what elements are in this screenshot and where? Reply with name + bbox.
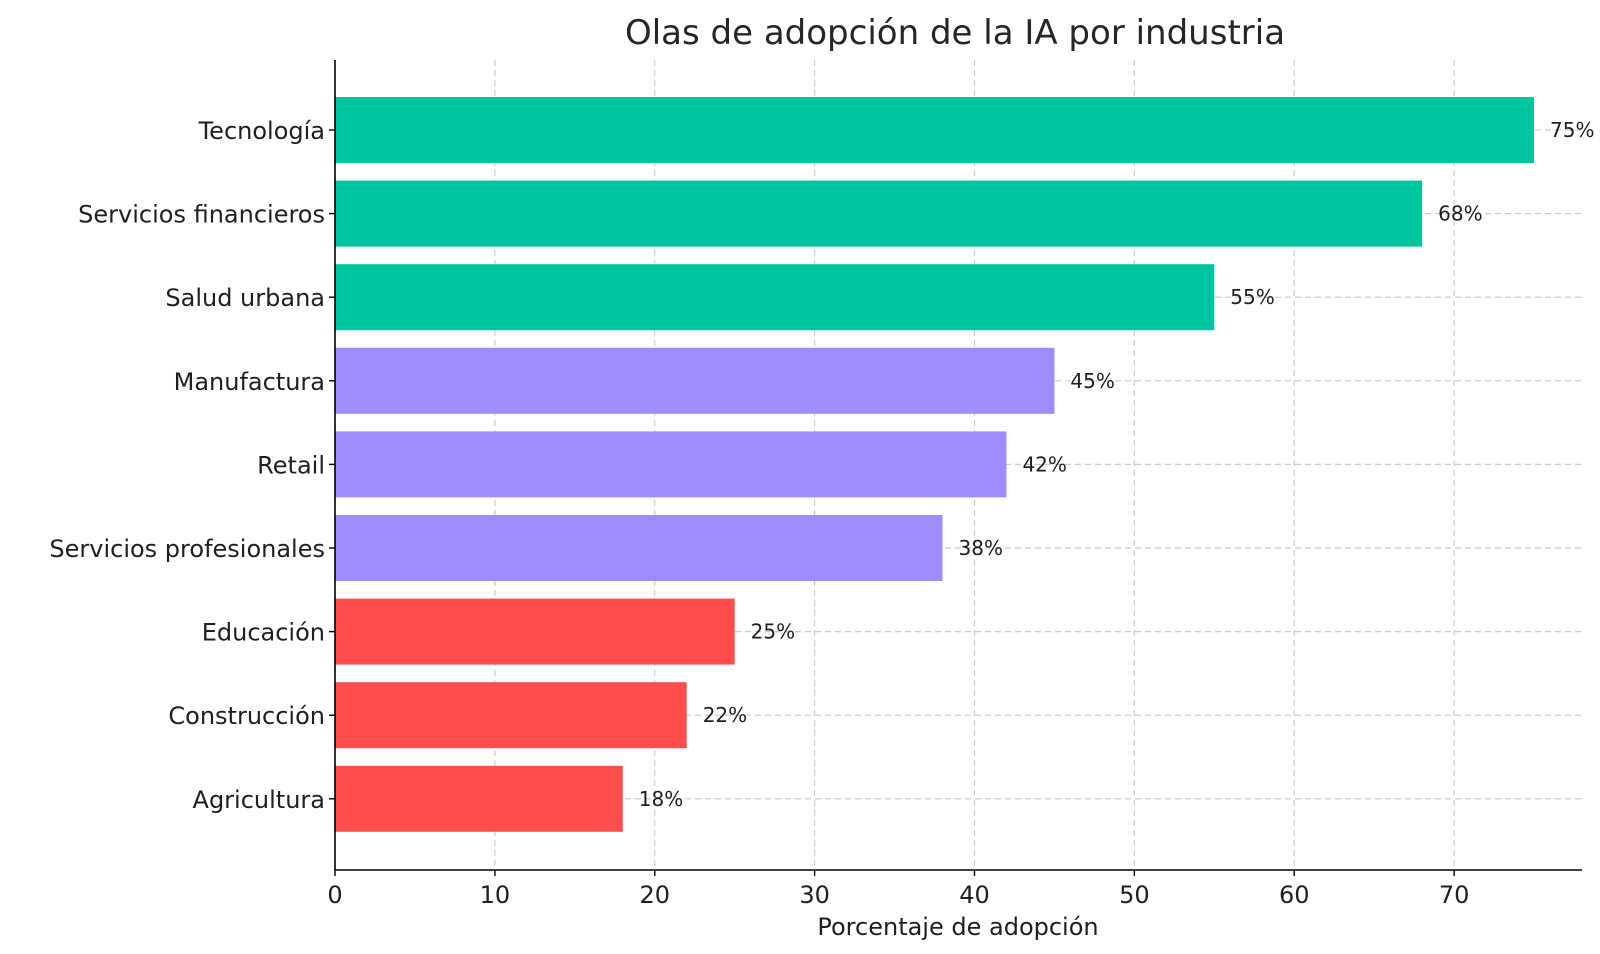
bars — [335, 97, 1535, 832]
x-tick-label: 70 — [1439, 881, 1470, 909]
data-label: 42% — [1022, 452, 1066, 476]
y-tick-label: Retail — [257, 451, 325, 479]
bar-salud-urbana — [335, 264, 1215, 331]
chart-title: Olas de adopción de la IA por industria — [625, 13, 1285, 53]
data-label: 75% — [1550, 118, 1594, 142]
data-labels: 75% 68% 55% 45% 42% 38% 25% 22% 18% — [639, 118, 1595, 811]
y-tick-label: Servicios profesionales — [49, 535, 325, 563]
bar-tecnología — [335, 97, 1535, 163]
bar-educación — [335, 598, 735, 665]
y-tick-label: Construcción — [168, 702, 325, 730]
y-tick-label: Tecnología — [198, 117, 325, 145]
data-label: 55% — [1230, 285, 1274, 309]
y-tick-label: Manufactura — [174, 368, 325, 396]
data-label: 45% — [1070, 369, 1114, 393]
x-tick-label: 20 — [639, 881, 670, 909]
bar-construcción — [335, 682, 687, 749]
y-tick-labels: Tecnología Servicios financieros Salud urb… — [49, 117, 325, 814]
data-label: 18% — [639, 787, 683, 811]
bar-servicios-profesionales — [335, 515, 943, 581]
x-tick-label: 40 — [959, 881, 990, 909]
bar-agricultura — [335, 765, 623, 832]
x-tick-label: 10 — [480, 881, 511, 909]
x-tick-label: 0 — [327, 881, 342, 909]
data-label: 38% — [959, 536, 1003, 560]
y-tick-label: Agricultura — [193, 786, 325, 814]
x-tick-labels: 0 10 20 30 40 50 60 70 — [327, 881, 1469, 909]
bar-servicios-financieros — [335, 180, 1423, 247]
data-label: 22% — [703, 703, 747, 727]
data-label: 25% — [751, 620, 795, 644]
bar-manufactura — [335, 347, 1055, 414]
x-tick-label: 60 — [1279, 881, 1310, 909]
data-label: 68% — [1438, 202, 1482, 226]
bar-retail — [335, 431, 1007, 498]
x-tick-label: 30 — [799, 881, 830, 909]
x-axis-label: Porcentaje de adopción — [817, 913, 1098, 941]
y-tick-label: Educación — [202, 619, 325, 647]
x-tick-label: 50 — [1119, 881, 1150, 909]
y-tick-label: Servicios financieros — [78, 201, 325, 229]
axes — [329, 60, 1582, 876]
y-tick-label: Salud urbana — [165, 284, 325, 312]
